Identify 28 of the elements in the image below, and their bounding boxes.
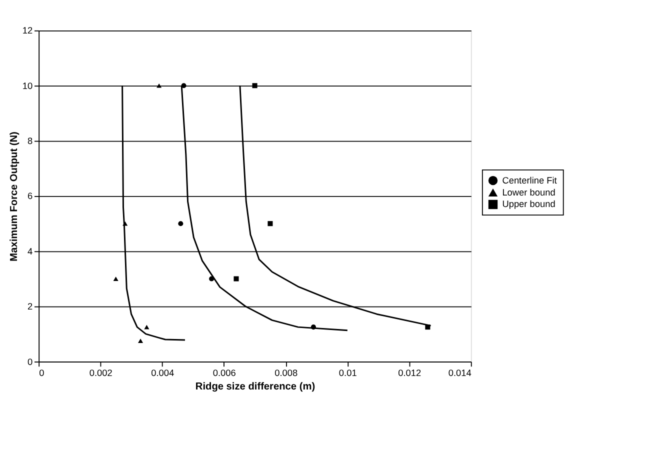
x-axis-title: Ridge size difference (m) bbox=[195, 382, 316, 393]
y-tick-label: 4 bbox=[28, 246, 33, 256]
x-tick-label: 0.012 bbox=[398, 368, 422, 378]
point bbox=[252, 83, 258, 88]
x-tick-label: 0.006 bbox=[212, 368, 236, 378]
point bbox=[138, 338, 144, 344]
y-tick-label: 2 bbox=[28, 302, 33, 312]
y-tick-label: 8 bbox=[28, 136, 33, 146]
x-tick-label: 0.004 bbox=[151, 368, 174, 378]
y-tick-label: 10 bbox=[22, 80, 33, 91]
point bbox=[156, 83, 162, 88]
point bbox=[268, 221, 273, 226]
legend-label: Upper bound bbox=[502, 199, 556, 210]
legend-label: Lower bound bbox=[502, 187, 556, 198]
x-tick-label: 0.002 bbox=[89, 368, 112, 378]
y-tick-label: 0 bbox=[28, 356, 33, 367]
x-tick-label: 0.01 bbox=[338, 368, 357, 378]
y-axis-title: Maximum Force Output (N) bbox=[8, 132, 20, 262]
y-tick-label: 12 bbox=[22, 26, 33, 36]
x-tick-label: 0.014 bbox=[448, 368, 472, 378]
point bbox=[234, 276, 239, 282]
point bbox=[178, 221, 184, 226]
x-tick-label: 0 bbox=[39, 368, 44, 378]
x-tick-label: 0.008 bbox=[274, 368, 298, 378]
legend-label: Centerline Fit bbox=[502, 175, 558, 186]
point bbox=[144, 324, 150, 330]
point bbox=[113, 276, 118, 281]
y-tick-label: 6 bbox=[28, 191, 33, 202]
